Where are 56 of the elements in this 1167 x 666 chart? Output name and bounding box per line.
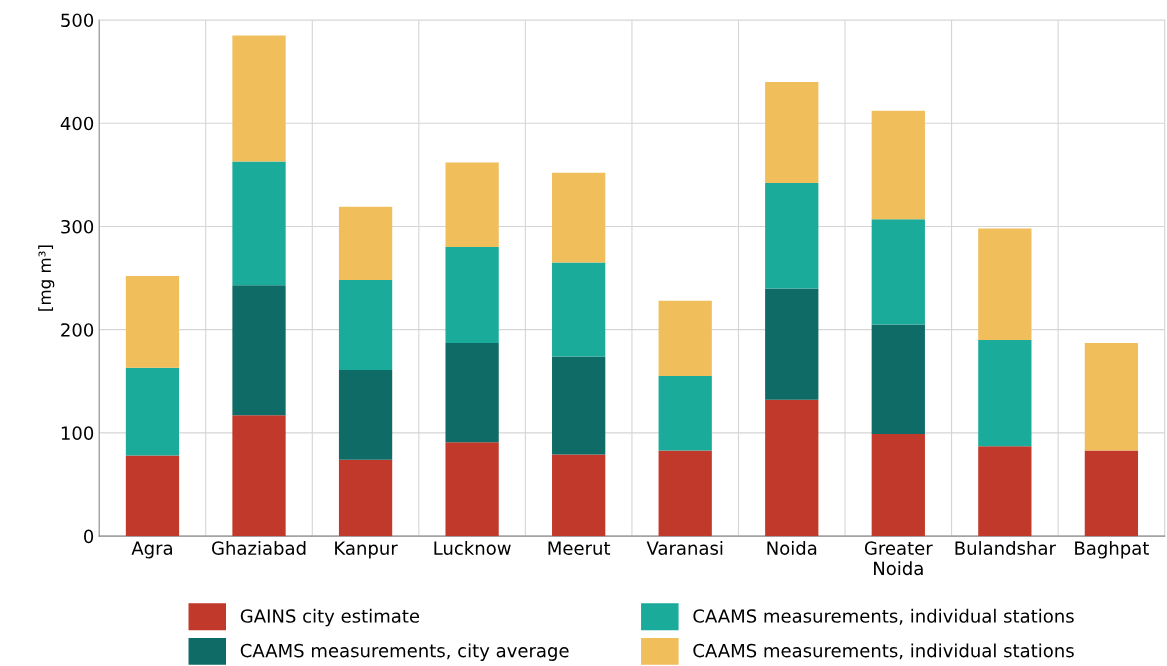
bar [978, 446, 1032, 537]
bar [338, 369, 393, 460]
legend-label: CAAMS measurements, individual stations [693, 643, 1074, 660]
x-tick-label: Baghpat [1075, 540, 1149, 559]
bar [445, 247, 499, 344]
bar [125, 367, 180, 456]
x-tick-label: Bulandshar [955, 540, 1056, 555]
bar [552, 262, 606, 357]
bar [765, 183, 819, 289]
bar [658, 450, 712, 537]
bar [338, 280, 393, 370]
bar [658, 300, 712, 377]
bar [338, 206, 393, 281]
y-tick-label: 200 [61, 323, 94, 337]
y-tick-label: 0 [84, 529, 94, 544]
bar [445, 442, 499, 537]
bar [232, 35, 286, 162]
bar [338, 459, 393, 537]
x-tick-label: Varanasi [646, 540, 723, 555]
bar [552, 172, 606, 263]
legend-label: CAAMS measurements, individual stations [693, 608, 1074, 625]
bar [1084, 343, 1139, 451]
bar [978, 339, 1032, 447]
bar [1084, 450, 1139, 537]
bar [871, 110, 925, 220]
bar [125, 455, 180, 537]
bar [765, 288, 819, 400]
bar [232, 415, 286, 537]
bar [445, 162, 499, 248]
bar [871, 324, 925, 434]
bar [871, 219, 925, 325]
bar [765, 399, 819, 537]
x-tick-label: Kanpur [335, 541, 398, 559]
y-tick-label: 300 [61, 219, 94, 234]
bar [658, 376, 712, 451]
y-tick-label: 400 [60, 116, 94, 131]
y-tick-label: 500 [61, 13, 94, 28]
bar [978, 228, 1032, 340]
bar [232, 285, 286, 416]
bar [232, 161, 286, 286]
y-axis-title: [mg m³] [38, 245, 55, 311]
legend-label: CAAMS measurements, city average [240, 643, 569, 661]
x-tick-label: Lucknow [434, 540, 511, 555]
bar [552, 454, 606, 537]
bar [871, 433, 925, 537]
x-tick-label: Meerut [548, 541, 611, 555]
x-tick-label: Agra [131, 541, 172, 559]
bar [765, 81, 819, 184]
x-tick-label: Greater Noida [864, 541, 933, 576]
y-tick-label: 100 [61, 426, 94, 441]
bar [552, 356, 606, 455]
x-tick-label: Noida [767, 540, 817, 555]
bar [445, 343, 499, 443]
x-tick-label: Ghaziabad [212, 540, 306, 555]
legend-label: GAINS city estimate [240, 608, 420, 627]
bar [125, 275, 180, 368]
